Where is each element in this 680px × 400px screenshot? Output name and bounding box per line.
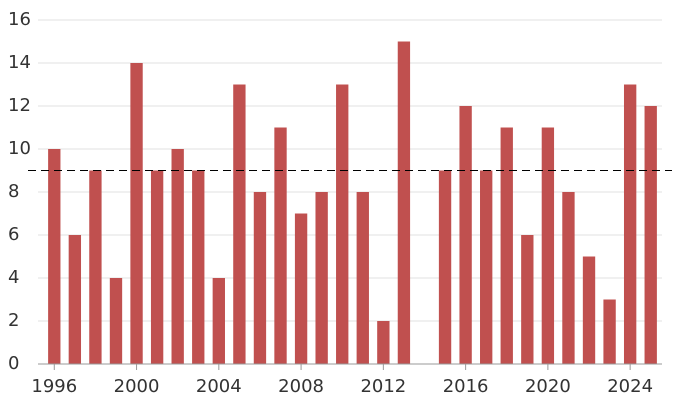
bar	[480, 170, 493, 364]
bar	[233, 84, 246, 364]
x-tick-label: 2016	[443, 376, 489, 397]
bar	[253, 192, 267, 364]
bar	[150, 170, 164, 364]
bar	[356, 192, 369, 364]
x-tick-label: 2012	[360, 376, 406, 397]
bar	[294, 213, 308, 364]
bar	[500, 127, 513, 364]
y-tick-label: 8	[8, 181, 19, 202]
y-tick-label: 12	[8, 95, 31, 116]
y-tick-label: 6	[8, 224, 19, 245]
x-tick-label: 2004	[196, 376, 242, 397]
bar	[171, 149, 184, 364]
bar	[603, 299, 616, 364]
y-tick-label: 0	[8, 353, 19, 374]
bar	[397, 41, 411, 364]
bar	[582, 256, 596, 364]
y-tick-label: 10	[8, 138, 31, 159]
bar	[274, 127, 287, 364]
x-tick-label: 2000	[114, 376, 160, 397]
y-tick-label: 14	[8, 52, 31, 73]
bar	[68, 235, 82, 364]
bar	[521, 235, 534, 364]
bar	[212, 278, 225, 364]
y-tick-label: 2	[8, 310, 19, 331]
bar	[377, 321, 390, 364]
bar	[192, 170, 205, 364]
y-tick-label: 4	[8, 267, 19, 288]
bar	[644, 106, 657, 364]
bar	[623, 84, 637, 364]
bar	[109, 278, 123, 364]
y-tick-label: 16	[8, 9, 31, 30]
bar	[459, 106, 472, 364]
bar	[89, 170, 102, 364]
bar	[130, 63, 143, 364]
x-tick-label: 2024	[607, 376, 653, 397]
x-tick-label: 2020	[525, 376, 571, 397]
bar	[48, 149, 61, 364]
bar	[562, 192, 575, 364]
bar	[315, 192, 328, 364]
x-tick-label: 2008	[278, 376, 324, 397]
bar	[438, 170, 452, 364]
bar	[541, 127, 555, 364]
bar	[336, 84, 349, 364]
x-tick-label: 1996	[31, 376, 77, 397]
